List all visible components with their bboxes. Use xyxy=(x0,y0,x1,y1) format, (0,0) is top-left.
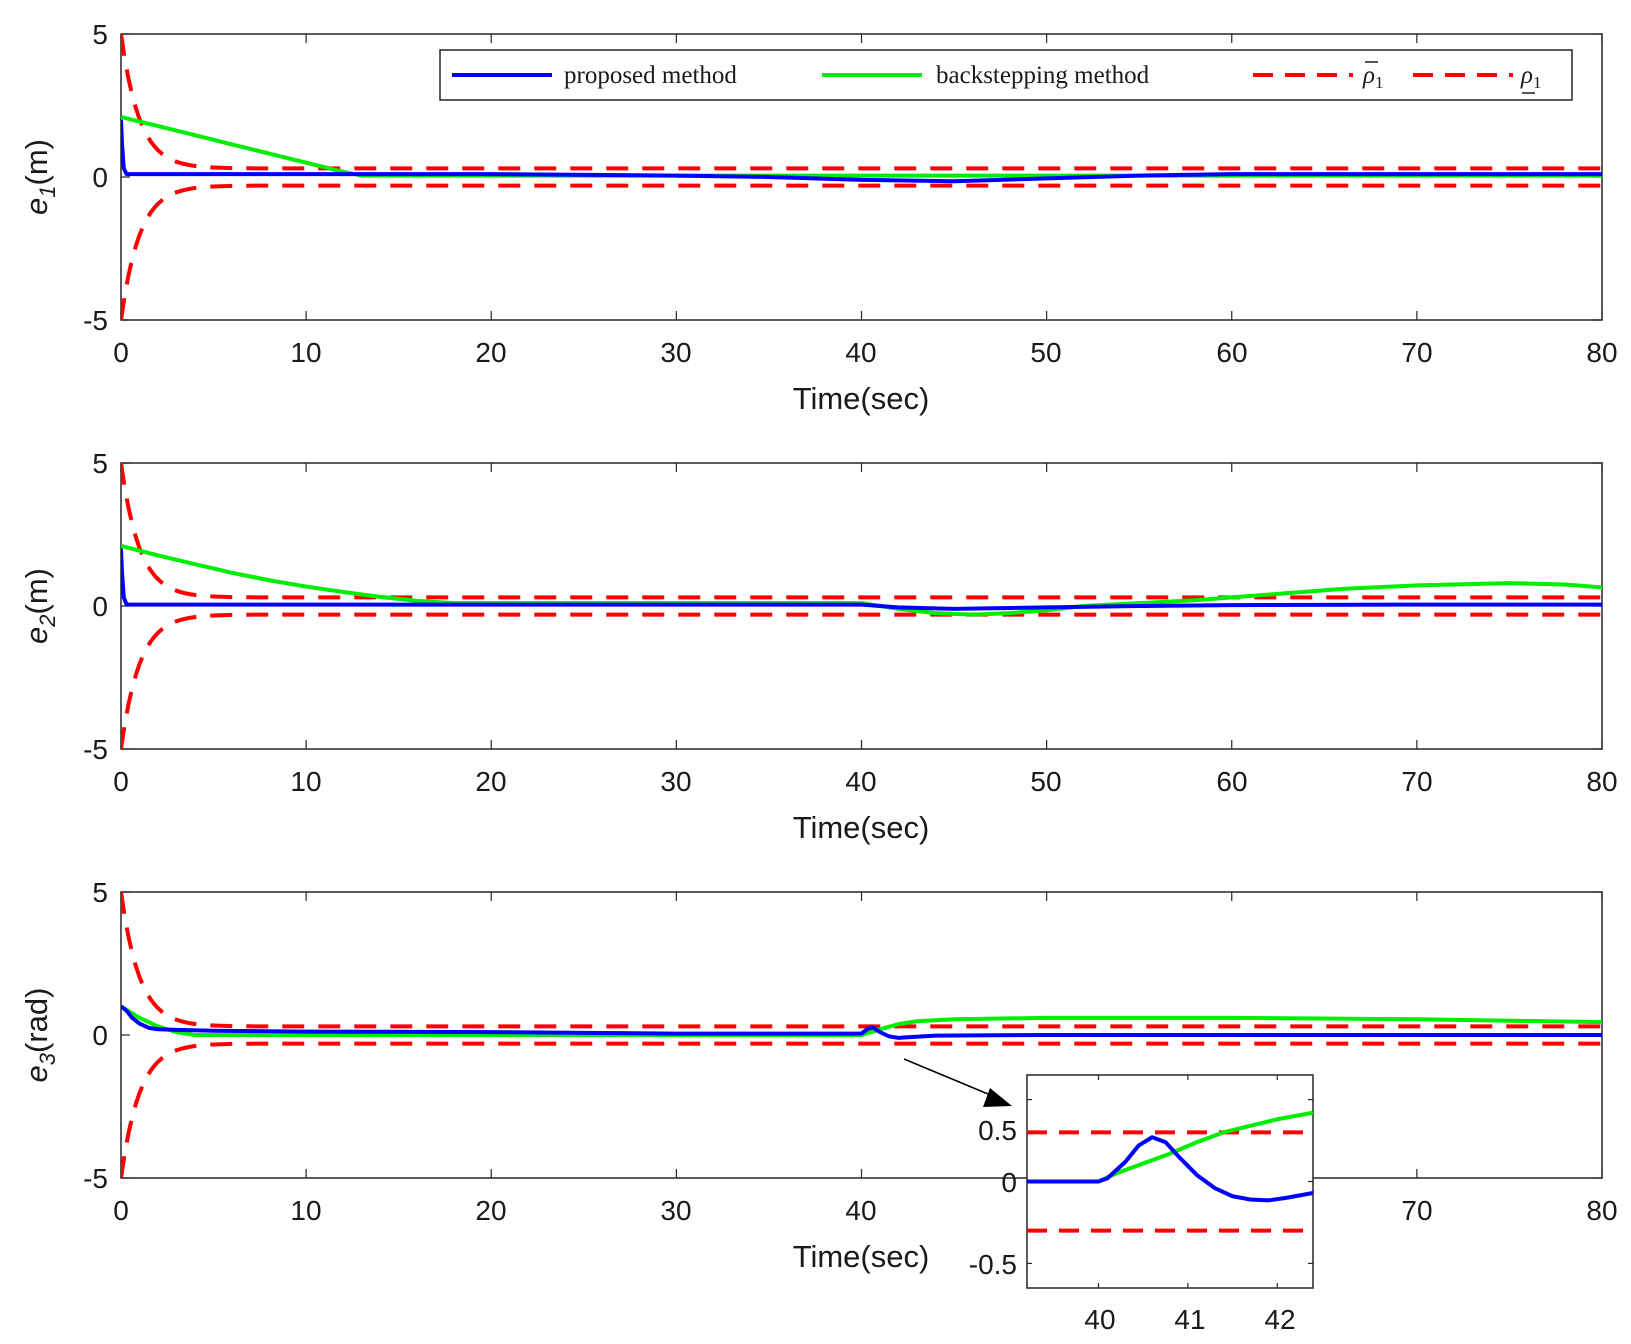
zoom-arrow-shaft xyxy=(903,1058,1001,1100)
series-line-proposed-method xyxy=(121,1004,1602,1040)
zoom-arrow xyxy=(903,1058,1012,1107)
xtick-label: 60 xyxy=(1216,337,1247,368)
x-axis-label-e2: Time(sec) xyxy=(793,810,930,845)
xtick-label: 40 xyxy=(1084,1304,1115,1335)
xtick-label: 50 xyxy=(1030,766,1061,797)
xtick-label: 30 xyxy=(660,1195,691,1226)
xtick-label: 50 xyxy=(1030,337,1061,368)
series-e1 xyxy=(121,34,1602,320)
ytick-label: 0 xyxy=(92,591,108,622)
xtick-label: 10 xyxy=(290,766,321,797)
legend-box xyxy=(439,49,1573,101)
y-axis-label-e3: e3(rad) xyxy=(19,988,60,1083)
legend-label-proposed: proposed method xyxy=(564,62,737,89)
xtick-label: 30 xyxy=(660,337,691,368)
xtick-label: 70 xyxy=(1401,337,1432,368)
xtick-label: 40 xyxy=(845,337,876,368)
legend-label-backstepping: backstepping method xyxy=(936,62,1150,89)
series-line-proposed-method xyxy=(1027,1135,1313,1203)
ytick-label: -5 xyxy=(83,734,108,765)
xtick-label: 60 xyxy=(1216,766,1247,797)
xtick-label: 20 xyxy=(475,337,506,368)
xtick-label: 10 xyxy=(290,1195,321,1226)
xtick-label: 80 xyxy=(1586,766,1617,797)
xtick-label: 20 xyxy=(475,1195,506,1226)
series-line-proposed-method xyxy=(121,548,1602,611)
y-axis-label-e1: e1(m) xyxy=(19,139,60,215)
xtick-label: 30 xyxy=(660,766,691,797)
xtick-label: 70 xyxy=(1401,1195,1432,1226)
y-axis-label-e2: e2(m) xyxy=(19,568,60,644)
xtick-label: 0 xyxy=(113,1195,129,1226)
ytick-label: -5 xyxy=(83,1163,108,1194)
legend-label-lower-bound: ρ1 xyxy=(1520,62,1542,92)
series-line-upper-bound xyxy=(121,463,1602,600)
inset-zoom-e3: 0.5 0 -0.5 40 41 42 xyxy=(969,1074,1314,1335)
legend-label-upper-bound: ρ1 xyxy=(1362,62,1384,92)
ytick-label: 0 xyxy=(1001,1167,1017,1198)
zoom-arrow-head xyxy=(983,1088,1012,1107)
series-line-proposed-method xyxy=(121,119,1602,184)
xtick-labels-e2: 0 10 20 30 40 50 60 70 80 xyxy=(113,766,1617,797)
xtick-label: 40 xyxy=(845,1195,876,1226)
x-axis-label-e1: Time(sec) xyxy=(793,381,930,416)
series-line-lower-bound xyxy=(121,183,1602,320)
legend: proposed method backstepping method ρ1 ρ… xyxy=(439,49,1573,101)
xtick-label: 80 xyxy=(1586,337,1617,368)
series-line-upper-bound xyxy=(121,892,1602,1029)
xtick-labels-e1: 0 10 20 30 40 50 60 70 80 xyxy=(113,337,1617,368)
xtick-label: 80 xyxy=(1586,1195,1617,1226)
ytick-label: -0.5 xyxy=(969,1249,1017,1280)
ytick-label: 0.5 xyxy=(978,1115,1017,1146)
series-line-upper-bound xyxy=(121,34,1602,171)
ytick-label: 0 xyxy=(92,162,108,193)
series-e2 xyxy=(121,463,1602,749)
xtick-label: 40 xyxy=(845,766,876,797)
xtick-label: 42 xyxy=(1264,1304,1295,1335)
xtick-label: 10 xyxy=(290,337,321,368)
ytick-label: -5 xyxy=(83,305,108,336)
series-line-lower-bound xyxy=(121,1041,1602,1178)
series-line-lower-bound xyxy=(121,612,1602,749)
series-inset xyxy=(1027,1110,1313,1233)
xtick-label: 41 xyxy=(1174,1304,1205,1335)
series-e3 xyxy=(121,892,1602,1178)
x-axis-label-e3: Time(sec) xyxy=(793,1239,930,1274)
xtick-label: 20 xyxy=(475,766,506,797)
ytick-label: 5 xyxy=(92,448,108,479)
ytick-label: 5 xyxy=(92,19,108,50)
ytick-label: 0 xyxy=(92,1020,108,1051)
ytick-label: 5 xyxy=(92,877,108,908)
subplot-e2: 5 0 -5 0 10 20 30 40 50 60 70 80 Time(se… xyxy=(19,448,1618,845)
xtick-label: 0 xyxy=(113,337,129,368)
xtick-label: 70 xyxy=(1401,766,1432,797)
xtick-label: 0 xyxy=(113,766,129,797)
